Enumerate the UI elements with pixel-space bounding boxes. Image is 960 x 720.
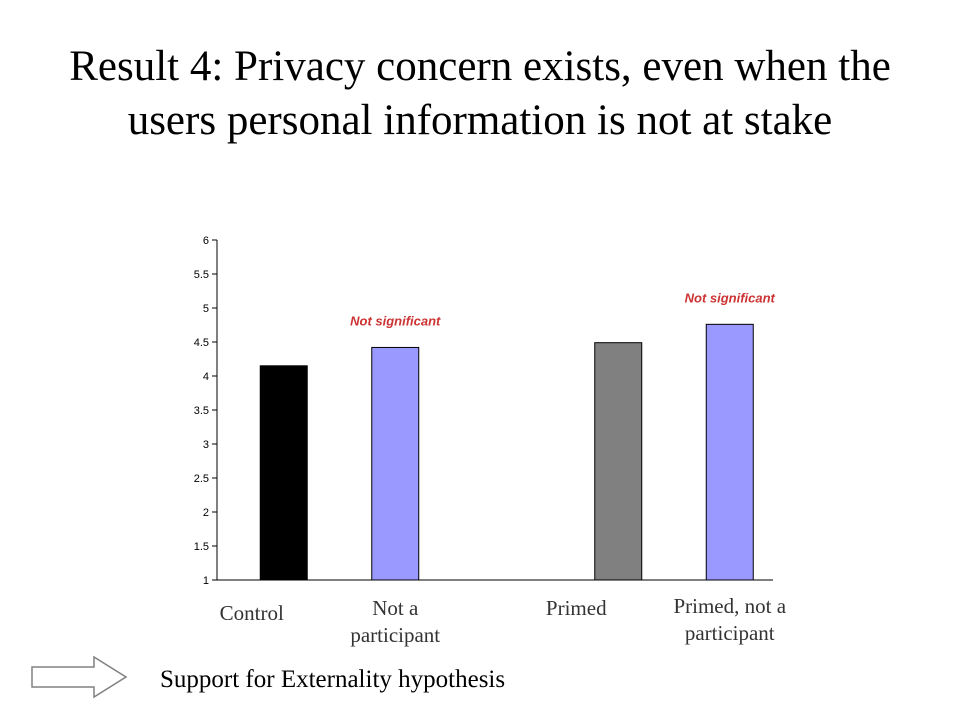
y-tick-label: 3 (203, 439, 209, 451)
y-tick-label: 5 (203, 303, 209, 315)
y-tick-label: 5.5 (194, 269, 209, 281)
bar (705, 323, 754, 581)
bar (594, 342, 643, 581)
category-label: Primed, not a participant (673, 594, 787, 645)
y-tick-label: 2.5 (194, 473, 209, 485)
bar (371, 346, 420, 581)
y-tick-label: 4 (203, 371, 209, 383)
y-tick-label: 4.5 (194, 337, 209, 349)
right-arrow-icon (31, 655, 128, 699)
significance-annotation: Not significant (350, 313, 441, 328)
y-tick-label: 1 (203, 575, 209, 587)
y-tick-label: 1.5 (194, 541, 209, 553)
y-tick-label: 6 (203, 235, 209, 247)
slide-title: Result 4: Privacy concern exists, even w… (69, 43, 891, 144)
category-label: Primed (545, 596, 607, 620)
conclusion-text: Support for Externality hypothesis (160, 666, 506, 693)
significance-annotation: Not significant (685, 290, 776, 305)
y-tick-label: 2 (203, 507, 209, 519)
category-label: Control (219, 601, 284, 625)
bar (259, 365, 308, 581)
y-tick-label: 3.5 (194, 405, 209, 417)
category-label: Not a participant (350, 596, 441, 647)
